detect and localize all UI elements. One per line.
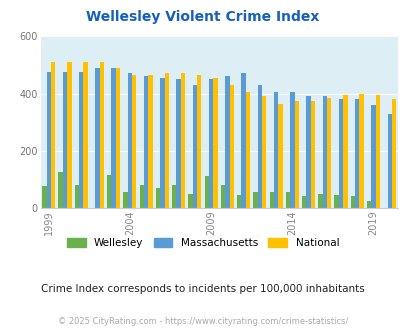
Bar bbox=[51, 62, 55, 208]
Bar bbox=[111, 68, 115, 208]
Bar bbox=[79, 72, 83, 208]
Bar bbox=[63, 72, 67, 208]
Bar bbox=[366, 201, 371, 208]
Bar bbox=[306, 96, 310, 208]
Bar bbox=[67, 62, 71, 208]
Bar bbox=[257, 85, 261, 208]
Bar bbox=[75, 185, 79, 208]
Bar bbox=[342, 95, 347, 208]
Bar bbox=[156, 188, 160, 208]
Bar bbox=[132, 75, 136, 208]
Bar bbox=[176, 79, 180, 208]
Bar bbox=[192, 85, 196, 208]
Legend: Wellesley, Massachusetts, National: Wellesley, Massachusetts, National bbox=[62, 234, 343, 252]
Bar bbox=[58, 172, 63, 208]
Bar bbox=[139, 185, 144, 208]
Bar bbox=[115, 68, 120, 208]
Bar bbox=[172, 185, 176, 208]
Bar bbox=[99, 62, 104, 208]
Bar bbox=[47, 72, 51, 208]
Bar bbox=[269, 192, 273, 208]
Bar bbox=[294, 101, 298, 208]
Bar bbox=[261, 96, 266, 208]
Bar bbox=[285, 192, 290, 208]
Bar bbox=[128, 74, 132, 208]
Bar bbox=[273, 92, 277, 208]
Bar bbox=[301, 196, 306, 208]
Bar bbox=[180, 74, 185, 208]
Bar bbox=[322, 96, 326, 208]
Bar bbox=[209, 79, 213, 208]
Bar bbox=[83, 62, 87, 208]
Bar bbox=[277, 104, 282, 208]
Bar bbox=[253, 192, 257, 208]
Bar bbox=[354, 99, 358, 208]
Text: Crime Index corresponds to incidents per 100,000 inhabitants: Crime Index corresponds to incidents per… bbox=[41, 284, 364, 294]
Bar bbox=[237, 195, 241, 208]
Bar bbox=[310, 101, 314, 208]
Bar bbox=[338, 99, 342, 208]
Bar bbox=[160, 78, 164, 208]
Bar bbox=[95, 68, 99, 208]
Bar bbox=[204, 177, 209, 208]
Bar bbox=[188, 194, 192, 208]
Bar bbox=[391, 99, 395, 208]
Bar bbox=[196, 75, 201, 208]
Bar bbox=[213, 78, 217, 208]
Bar bbox=[241, 74, 245, 208]
Text: Wellesley Violent Crime Index: Wellesley Violent Crime Index bbox=[86, 10, 319, 24]
Bar bbox=[229, 85, 233, 208]
Bar bbox=[107, 175, 111, 208]
Bar bbox=[164, 74, 168, 208]
Bar bbox=[220, 185, 225, 208]
Bar bbox=[371, 105, 375, 208]
Bar bbox=[387, 114, 391, 208]
Bar bbox=[375, 95, 379, 208]
Bar bbox=[148, 75, 152, 208]
Bar bbox=[123, 192, 128, 208]
Bar bbox=[350, 196, 354, 208]
Bar bbox=[42, 186, 47, 208]
Bar bbox=[225, 76, 229, 208]
Bar bbox=[326, 98, 330, 208]
Bar bbox=[245, 92, 249, 208]
Bar bbox=[334, 195, 338, 208]
Bar bbox=[290, 92, 294, 208]
Bar bbox=[358, 93, 363, 208]
Text: © 2025 CityRating.com - https://www.cityrating.com/crime-statistics/: © 2025 CityRating.com - https://www.city… bbox=[58, 317, 347, 326]
Bar bbox=[318, 194, 322, 208]
Bar bbox=[144, 76, 148, 208]
